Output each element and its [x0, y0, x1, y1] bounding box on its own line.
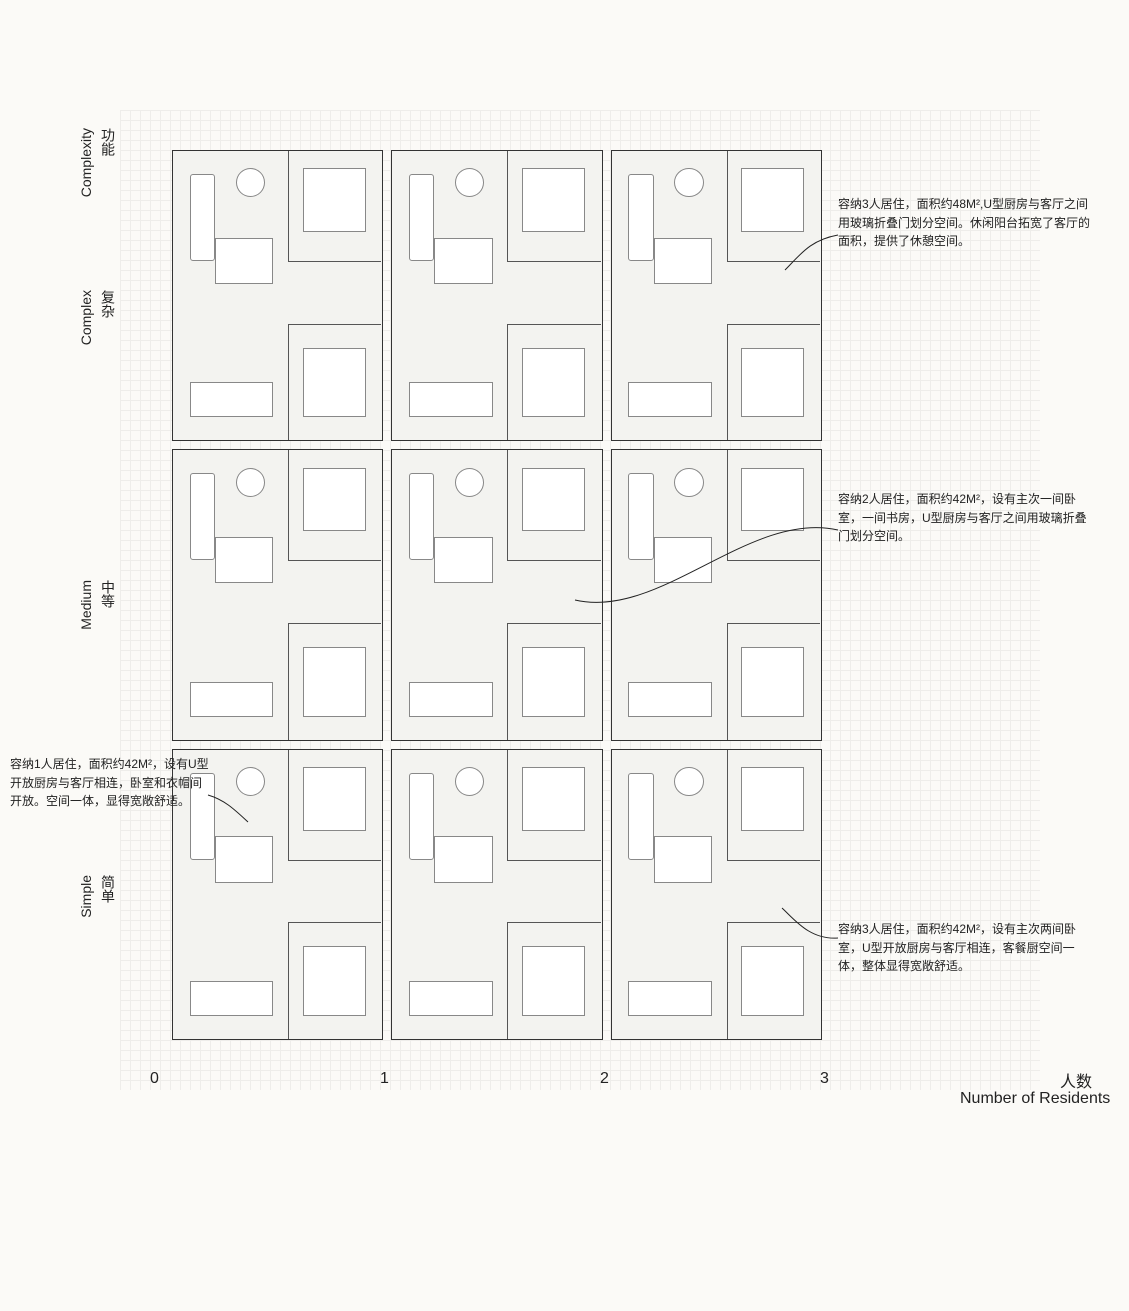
- y-level-2-en: Simple: [78, 875, 94, 918]
- x-axis-title-cn: 人数: [1060, 1068, 1092, 1092]
- y-axis-title-en: Complexity: [78, 128, 94, 197]
- annotation-top-right: 容纳3人居住，面积约48M²,U型厨房与客厅之间用玻璃折叠门划分空间。休闲阳台拓…: [838, 195, 1098, 251]
- y-level-2-cn: 简单: [98, 875, 118, 903]
- y-level-0-en: Complex: [78, 290, 94, 345]
- plan-cell-r2-c1: [391, 749, 602, 1040]
- plan-cell-r0-c2: [611, 150, 822, 441]
- plan-cell-r1-c2: [611, 449, 822, 740]
- y-level-1-cn: 中等: [98, 580, 118, 608]
- x-tick-1: 1: [380, 1070, 389, 1088]
- annotation-bottom-right: 容纳3人居住，面积约42M²，设有主次两间卧室，U型开放厨房与客厅相连，客餐厨空…: [838, 920, 1098, 976]
- x-axis-title-en: Number of Residents: [960, 1090, 1110, 1108]
- plan-cell-r1-c1: [391, 449, 602, 740]
- plan-cell-r1-c0: [172, 449, 383, 740]
- y-level-0-cn: 复杂: [98, 290, 118, 318]
- x-tick-2: 2: [600, 1070, 609, 1088]
- annotation-mid-right: 容纳2人居住，面积约42M²，设有主次一间卧室，一间书房，U型厨房与客厅之间用玻…: [838, 490, 1098, 546]
- x-tick-0: 0: [150, 1070, 159, 1088]
- plan-cell-r0-c0: [172, 150, 383, 441]
- x-tick-3: 3: [820, 1070, 829, 1088]
- y-level-1-en: Medium: [78, 580, 94, 630]
- y-axis-title-cn: 功能: [98, 128, 118, 156]
- plan-cell-r0-c1: [391, 150, 602, 441]
- plan-matrix: [172, 150, 822, 1040]
- annotation-bottom-left: 容纳1人居住，面积约42M²，设有U型开放厨房与客厅相连，卧室和衣帽间开放。空间…: [10, 755, 210, 811]
- plan-cell-r2-c2: [611, 749, 822, 1040]
